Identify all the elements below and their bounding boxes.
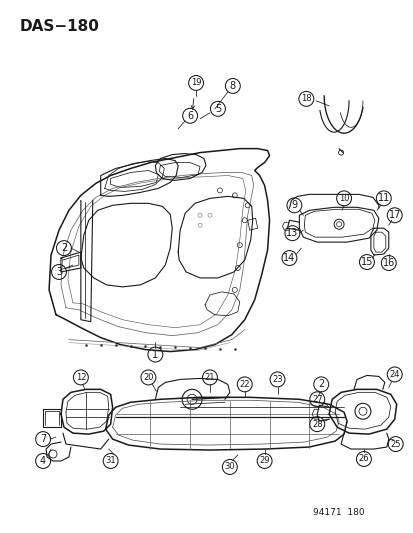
Text: 30: 30 (224, 463, 235, 472)
Text: 21: 21 (204, 373, 215, 382)
Text: 13: 13 (286, 228, 298, 238)
Text: 12: 12 (76, 373, 86, 382)
Text: 23: 23 (272, 375, 282, 384)
Text: 27: 27 (311, 395, 322, 404)
Text: 29: 29 (259, 456, 269, 465)
Text: 26: 26 (358, 455, 368, 464)
Text: 2: 2 (61, 243, 67, 253)
Text: 16: 16 (382, 258, 394, 268)
Text: 14: 14 (282, 253, 295, 263)
Text: 25: 25 (389, 440, 400, 449)
Text: 9: 9 (291, 200, 297, 211)
Text: 8: 8 (229, 81, 235, 91)
Text: 2: 2 (317, 379, 323, 390)
Text: 6: 6 (187, 111, 193, 121)
Text: 15: 15 (360, 257, 372, 267)
Text: 19: 19 (190, 78, 201, 87)
Text: 18: 18 (300, 94, 311, 103)
Text: 3: 3 (56, 267, 62, 277)
Text: 10: 10 (338, 194, 349, 203)
Text: 5: 5 (214, 104, 221, 114)
Text: 22: 22 (239, 380, 249, 389)
Text: 17: 17 (388, 210, 400, 220)
Text: 4: 4 (40, 456, 46, 466)
Text: 20: 20 (143, 373, 153, 382)
Text: 7: 7 (40, 434, 46, 444)
Text: DAS−180: DAS−180 (19, 19, 99, 34)
Text: 11: 11 (377, 193, 389, 204)
Text: 28: 28 (311, 419, 322, 429)
Text: 31: 31 (105, 456, 116, 465)
Text: 1: 1 (152, 350, 158, 360)
Text: 94171  180: 94171 180 (313, 508, 364, 516)
Text: 24: 24 (389, 370, 399, 379)
